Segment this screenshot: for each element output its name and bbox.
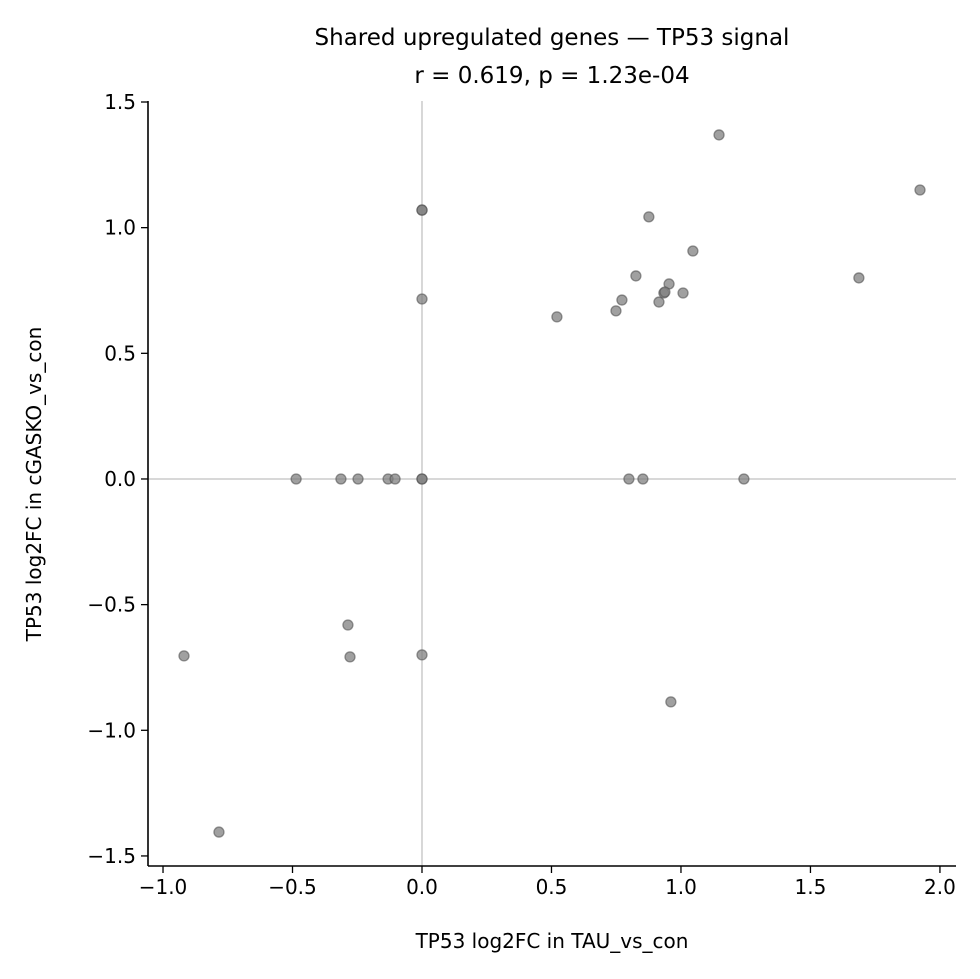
y-tick-label: −1.5: [87, 844, 136, 868]
data-point: [416, 204, 428, 216]
data-point: [677, 287, 689, 299]
y-tick-label: 1.5: [104, 90, 136, 114]
data-point: [178, 650, 190, 662]
data-point: [342, 619, 354, 631]
x-tick-label: −0.5: [268, 875, 317, 899]
data-point: [687, 245, 699, 257]
data-point: [416, 293, 428, 305]
x-tick-label: 2.0: [924, 875, 956, 899]
data-point: [290, 473, 302, 485]
x-axis-label: TP53 log2FC in TAU_vs_con: [415, 929, 689, 953]
data-point: [416, 649, 428, 661]
chart-subtitle: r = 0.619, p = 1.23e-04: [414, 63, 689, 89]
x-tick-label: 0.0: [406, 875, 438, 899]
data-point: [713, 129, 725, 141]
x-tick-label: 1.5: [795, 875, 827, 899]
data-point: [653, 296, 665, 308]
data-point: [335, 473, 347, 485]
x-tick-label: −1.0: [139, 875, 188, 899]
data-point: [630, 270, 642, 282]
data-point: [738, 473, 750, 485]
data-point: [416, 473, 428, 485]
y-axis-label: TP53 log2FC in cGASKO_vs_con: [22, 327, 46, 643]
data-point: [914, 184, 926, 196]
y-tick-label: −0.5: [87, 593, 136, 617]
data-point: [643, 211, 655, 223]
data-point: [389, 473, 401, 485]
x-tick-label: 1.0: [665, 875, 697, 899]
data-point: [616, 294, 628, 306]
y-tick-label: 0.0: [104, 467, 136, 491]
y-tick-label: 1.0: [104, 216, 136, 240]
data-point: [610, 305, 622, 317]
y-tick-label: 0.5: [104, 341, 136, 365]
chart-title: Shared upregulated genes — TP53 signal: [315, 25, 790, 51]
data-point: [352, 473, 364, 485]
y-tick-label: −1.0: [87, 718, 136, 742]
data-point: [213, 826, 225, 838]
data-point: [637, 473, 649, 485]
data-point: [551, 311, 563, 323]
data-point: [623, 473, 635, 485]
data-point: [659, 286, 671, 298]
data-point: [853, 272, 865, 284]
x-tick-label: 0.5: [536, 875, 568, 899]
data-point: [665, 696, 677, 708]
data-point: [344, 651, 356, 663]
